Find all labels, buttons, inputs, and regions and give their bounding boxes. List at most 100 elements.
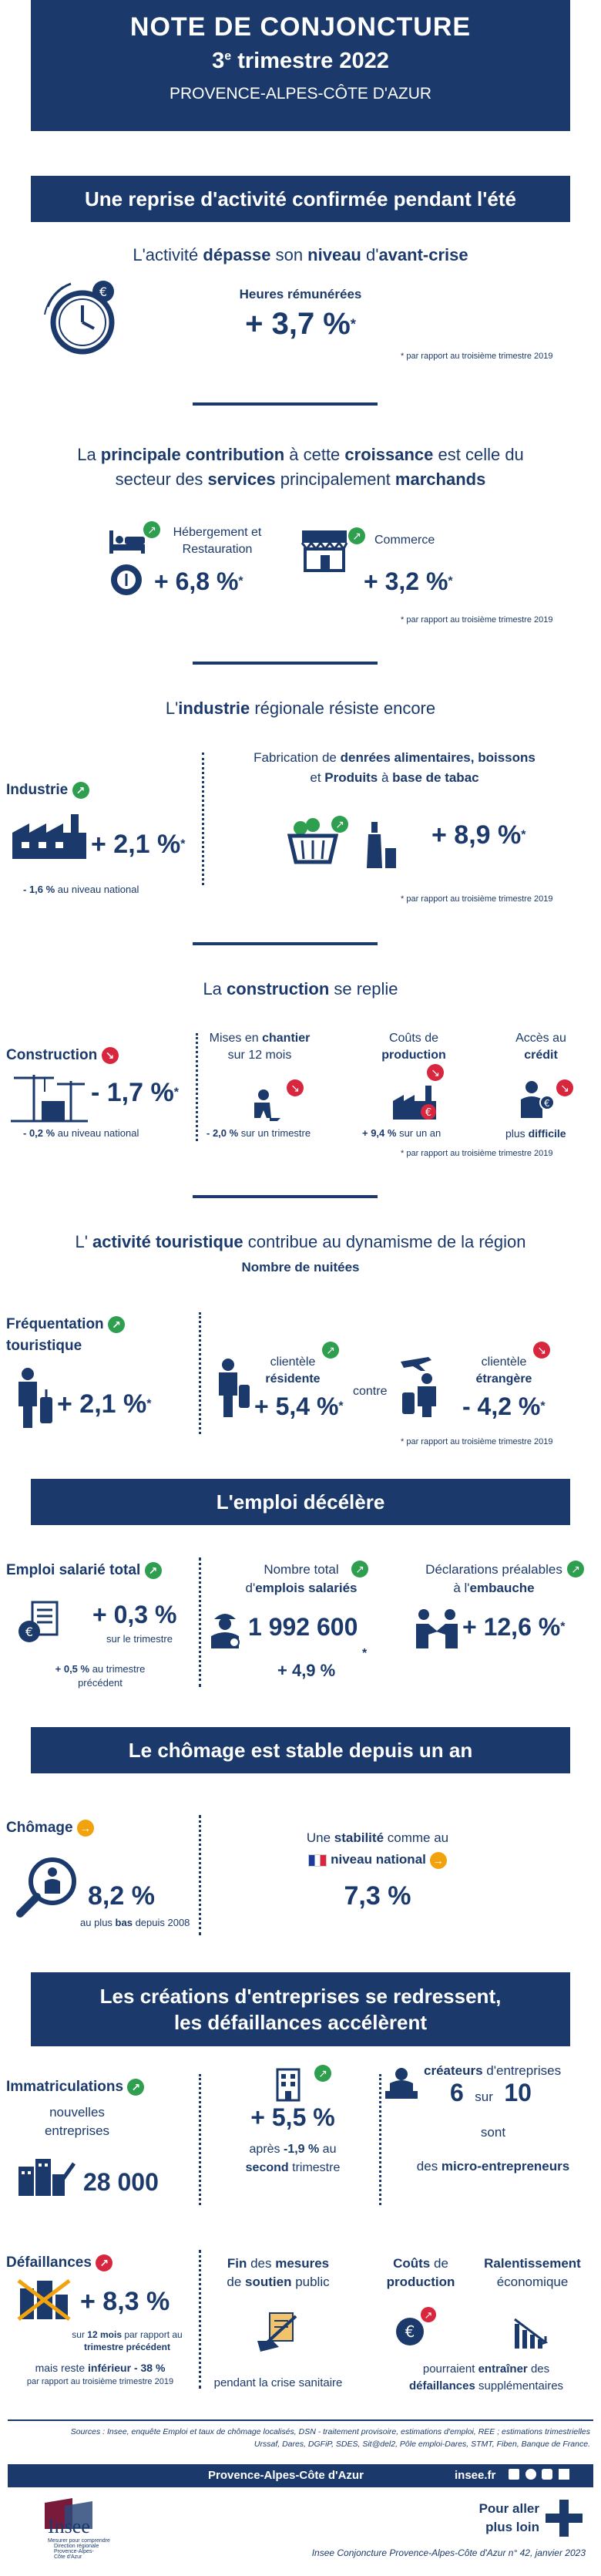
- createurs-ten: 10: [504, 2079, 532, 2106]
- freq-value: + 2,1 %: [57, 1389, 147, 1419]
- text: - 38 %: [131, 2362, 166, 2374]
- text: résidente: [265, 1372, 321, 1386]
- commerce-label: Commerce: [374, 534, 435, 547]
- section1-banner-text: Une reprise d'activité confirmée pendant…: [85, 187, 516, 210]
- nombre-growth-wrap: + 4,9 %: [277, 1661, 335, 1681]
- freq-trend-up-icon: ↗: [107, 1315, 125, 1333]
- couts-line1: Coûts de: [388, 1032, 439, 1045]
- immat-sub: nouvelles entreprises: [31, 2103, 123, 2140]
- facebook-icon[interactable]: [509, 2469, 519, 2480]
- foreign-traveler-icon: [398, 1354, 452, 1419]
- mises-label: Mises en chantier sur 12 mois: [202, 1030, 317, 1064]
- emploi-national: + 0,5 % au trimestre précédent: [23, 1662, 177, 1690]
- resid-value-wrap: + 5,4 %*: [254, 1392, 344, 1421]
- text: au trimestre: [89, 1663, 146, 1675]
- twitter-icon[interactable]: [525, 2469, 536, 2480]
- section4-title: La construction se replie: [31, 979, 570, 999]
- emploi-sub: sur le trimestre: [106, 1633, 173, 1645]
- resid-label: clientèle résidente: [247, 1354, 339, 1388]
- text: difficile: [528, 1127, 566, 1140]
- text: à: [378, 770, 393, 785]
- text: sur un an: [396, 1127, 442, 1139]
- separator-3: [193, 942, 378, 945]
- quarter-sup: e: [224, 49, 232, 63]
- svg-text:€: €: [25, 1625, 33, 1639]
- section4-note: * par rapport au troisième trimestre 201…: [401, 1149, 553, 1158]
- crane-icon: [11, 1070, 88, 1124]
- document-euro-icon: €: [17, 1599, 65, 1647]
- decl-trend-up-icon: ↗: [567, 1561, 584, 1578]
- logo-sub1: Mesurer pour comprendre: [48, 2538, 110, 2544]
- text: sur: [72, 2329, 88, 2340]
- youtube-icon[interactable]: [542, 2469, 553, 2480]
- mises-line2: sur 12 mois: [227, 1049, 292, 1062]
- text: à cette: [284, 445, 345, 464]
- section4-divider: [196, 1033, 198, 1141]
- defaill-national-line2: par rapport au troisième trimestre 2019: [26, 2377, 174, 2386]
- star: *: [146, 1397, 152, 1411]
- text: stabilité: [334, 1830, 384, 1845]
- text: au: [319, 2143, 337, 2156]
- text: avant-crise: [378, 245, 468, 264]
- hotel-value: + 6,8 %: [154, 567, 239, 595]
- nat-value-wrap: 7,3 %: [277, 1881, 478, 1911]
- text: de: [430, 2256, 448, 2271]
- text: production: [381, 1049, 446, 1062]
- createurs-six: 6: [450, 2079, 464, 2106]
- shop-icon: [299, 527, 350, 572]
- createurs-micro: des micro-entrepreneurs: [393, 2159, 593, 2174]
- more-link[interactable]: Pour aller plus loin: [455, 2500, 539, 2537]
- insee-logo: Insee Mesurer pour comprendre Direction …: [42, 2495, 111, 2560]
- industry-trend-up-icon: ↗: [72, 782, 89, 799]
- buildings-pen-icon: [17, 2156, 76, 2197]
- footer-rule: [8, 2419, 593, 2421]
- section2-line1: La principale contribution à cette crois…: [31, 443, 570, 467]
- separator-1: [193, 402, 378, 406]
- section5-title: L' activité touristique contribue au dyn…: [31, 1232, 570, 1252]
- svg-text:€: €: [405, 2322, 415, 2341]
- ral-label: Ralentissement économique: [467, 2254, 598, 2291]
- text: défaillances: [408, 2379, 475, 2392]
- plus-icon[interactable]: [544, 2498, 584, 2538]
- emploi-national-line2: précédent: [78, 1677, 123, 1689]
- quarter-title: 3e trimestre 2022: [31, 49, 570, 74]
- etr-line1: clientèle: [481, 1355, 527, 1369]
- defaill-national-line1: mais reste inférieur - 38 %: [8, 2361, 193, 2375]
- text: soutien: [245, 2275, 292, 2289]
- text: Coûts: [393, 2256, 431, 2271]
- food-value-wrap: + 8,9 %*: [431, 820, 525, 850]
- freq-line1: Fréquentation ↗: [6, 1314, 125, 1335]
- text: Emploi salarié total: [6, 1562, 141, 1579]
- text: étrangère: [475, 1372, 532, 1386]
- section5-divider: [199, 1312, 201, 1434]
- star: *: [540, 1399, 546, 1413]
- hotel-trend-up-icon: ↗: [143, 521, 160, 538]
- text: Une: [306, 1830, 334, 1845]
- resident-traveler-icon: [214, 1357, 253, 1419]
- emploi-value: + 0,3 %: [92, 1601, 177, 1628]
- logo-sub4: Côte d'Azur: [54, 2554, 82, 2560]
- text: mesures: [275, 2256, 330, 2271]
- text: construction: [227, 979, 330, 998]
- acces-value: plus difficile: [505, 1127, 566, 1140]
- immat-after-line2: second trimestre: [223, 2159, 362, 2177]
- text: - 2,0 %: [206, 1127, 239, 1139]
- logo-sub3: Provence-Alpes-: [54, 2549, 94, 2554]
- separator-4: [193, 1195, 378, 1198]
- hours-value-wrap: + 3,7 %*: [200, 307, 401, 342]
- text: supplémentaires: [475, 2379, 564, 2392]
- insee-site-link[interactable]: insee.fr: [455, 2469, 496, 2482]
- decl-line2: à l'embauche: [405, 1579, 583, 1598]
- industry-label: Industrie ↗: [6, 782, 89, 799]
- person-money-icon: €: [518, 1079, 556, 1120]
- text: Fabrication de: [253, 750, 341, 765]
- createurs-sur: sur: [475, 2089, 493, 2104]
- contre-label: contre: [353, 1385, 388, 1398]
- fin-line2: de soutien public: [205, 2273, 351, 2291]
- couts-label: Coûts de production: [356, 1030, 472, 1064]
- email-icon[interactable]: [558, 2469, 569, 2480]
- ral-line2: économique: [496, 2275, 569, 2289]
- ral-line1: Ralentissement: [467, 2254, 598, 2273]
- worker-icon: [247, 1087, 282, 1123]
- immat-trend-up-icon: ↗: [127, 2079, 145, 2096]
